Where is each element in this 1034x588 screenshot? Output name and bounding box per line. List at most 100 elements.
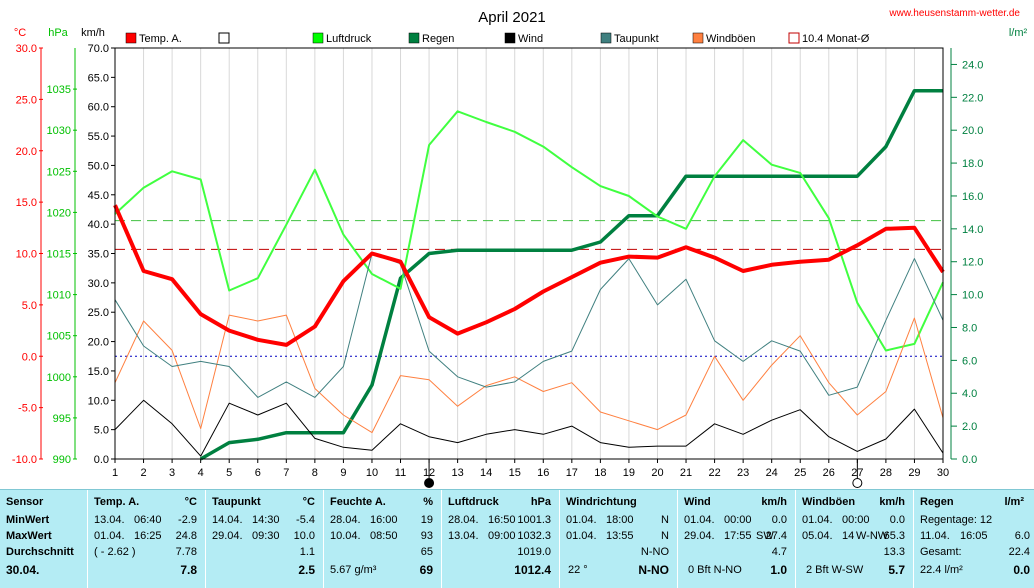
x-tick-label: 24: [766, 467, 778, 479]
legend-item-taupunkt: Taupunkt: [600, 32, 659, 45]
humidity-max-date: 10.04.: [330, 530, 361, 542]
series-line-regen: [199, 88, 943, 461]
pressure-axis-unit: hPa: [48, 27, 68, 39]
temp-tick-label: 30.0: [16, 43, 37, 55]
wind-current: 1.0: [770, 563, 787, 577]
legend-swatch: [600, 32, 612, 44]
rain-tick-label: 24.0: [962, 59, 983, 71]
wind-tick-label: 45.0: [88, 190, 109, 202]
rain-title: Regen: [920, 496, 954, 508]
wind-title: Wind: [684, 496, 711, 508]
gust-panel: Windböen km/h 01.04. 00:00 0.0 05.04. 14 W-NW…: [796, 490, 914, 588]
winddir-avg: N-NO: [640, 546, 669, 558]
legend-label: Regen: [422, 33, 454, 45]
wind-tick-label: 5.0: [94, 425, 109, 437]
rain-unit: l/m²: [1004, 496, 1024, 508]
temp-tick-label: -5.0: [18, 403, 37, 415]
x-tick-label: 11: [395, 467, 406, 479]
x-tick-label: 10: [366, 467, 378, 479]
rain-tick-label: 12.0: [962, 257, 983, 269]
rain-current: 0.0: [1013, 563, 1030, 577]
wind-note: 0 Bft N-NO: [688, 564, 742, 576]
legend-item-windb-en: Windböen: [692, 32, 756, 45]
rain-tick-label: 18.0: [962, 158, 983, 170]
rain-max-date: 11.04.: [920, 530, 950, 542]
gust-max-value: 65.3: [883, 530, 905, 542]
gust-min-time: 00:00: [842, 514, 870, 526]
wind-tick-label: 0.0: [94, 454, 109, 466]
series-line-temp-a: [113, 204, 945, 347]
full-moon-icon: [852, 478, 863, 488]
winddir-note: 22 °: [568, 564, 588, 576]
pressure-tick-label: 1020: [47, 207, 71, 219]
rain-tick-label: 8.0: [962, 322, 977, 334]
dew-current: 2.5: [298, 563, 315, 577]
series-line-windb-en: [114, 314, 944, 434]
wind-unit: km/h: [761, 496, 787, 508]
x-tick-label: 8: [312, 467, 318, 479]
wind-tick-label: 35.0: [88, 249, 109, 261]
series-line-taupunkt: [114, 253, 944, 398]
legend-swatch: [788, 32, 800, 44]
x-tick-label: 7: [283, 467, 289, 479]
legend-label: Wind: [518, 33, 543, 45]
wind-tick-label: 65.0: [88, 72, 109, 84]
website-label: www.heusenstamm-wetter.de: [888, 8, 1020, 19]
temp-min-time: 06:40: [134, 514, 162, 526]
legend-swatch: [692, 32, 704, 44]
series-line-wind: [114, 399, 944, 457]
pressure-unit: hPa: [530, 496, 551, 508]
wind-tick-label: 60.0: [88, 102, 109, 114]
current-date: 30.04.: [6, 563, 40, 577]
row-label-max: MaxWert: [6, 530, 52, 542]
legend-swatch: [218, 32, 230, 44]
pressure-tick-label: 1015: [47, 249, 71, 261]
temp-tick-label: 25.0: [16, 94, 37, 106]
reference-lines: [115, 220, 943, 357]
dew-max-date: 29.04.: [212, 530, 243, 542]
rain-tick-label: 20.0: [962, 125, 983, 137]
pressure-max-date: 13.04.: [448, 530, 479, 542]
chart-legend: Temp. A. Luftdruck Regen Wind Taupunkt Windbö…: [125, 32, 870, 45]
wind-tick-label: 15.0: [88, 366, 109, 378]
winddir-min-value: N: [661, 514, 669, 526]
temp-tick-label: 10.0: [16, 249, 37, 261]
pressure-tick-label: 990: [53, 454, 71, 466]
wind-tick-label: 10.0: [88, 395, 109, 407]
humidity-avg: 65: [420, 546, 433, 558]
pressure-current: 1012.4: [514, 563, 551, 577]
wind-min-value: 0.0: [771, 514, 787, 526]
rain-max-value: 6.0: [1014, 530, 1030, 542]
wind-min-date: 01.04.: [684, 514, 715, 526]
x-tick-label: 19: [623, 467, 635, 479]
x-tick-label: 25: [794, 467, 806, 479]
legend-item-regen: Regen: [408, 32, 454, 45]
winddir-current: N-NO: [638, 563, 669, 577]
x-tick-label: 30: [937, 467, 949, 479]
x-tick-label: 22: [708, 467, 720, 479]
rain-note: 22.4 l/m²: [920, 564, 963, 576]
legend-item-temp-a: Temp. A.: [125, 32, 182, 45]
pressure-panel: Luftdruck hPa 28.04. 16:50 1001.3 13.04. 09:…: [442, 490, 560, 588]
x-tick-label: 6: [255, 467, 261, 479]
wind-tick-label: 70.0: [88, 43, 109, 55]
gust-title: Windböen: [802, 496, 856, 508]
rain-panel: Regen l/m² Regentage: 12 11.04. 16:05 6.0 G…: [914, 490, 1034, 588]
rain-tick-label: 14.0: [962, 224, 983, 236]
wind-max-dir: SW: [756, 530, 774, 542]
legend-swatch: [312, 32, 324, 44]
row-label-avg: Durchschnitt: [6, 546, 74, 558]
pressure-title: Luftdruck: [448, 496, 499, 508]
statistics-table: Sensor MinWert MaxWert Durchschnitt 30.0…: [0, 489, 1034, 588]
dew-min-time: 14:30: [252, 514, 280, 526]
dew-title: Taupunkt: [212, 496, 261, 508]
winddir-min-date: 01.04.: [566, 514, 597, 526]
y-axis-ticks: 30.0 25.0 20.0 15.0 10.0 5.0 0.0 -5.0 -10.0 1035 1…: [12, 43, 984, 466]
temp-max-value: 24.8: [175, 530, 197, 542]
rain-total-label: Gesamt:: [920, 546, 962, 558]
pressure-tick-label: 1030: [47, 125, 71, 137]
wind-tick-label: 55.0: [88, 131, 109, 143]
humidity-current: 69: [419, 563, 433, 577]
pressure-tick-label: 1005: [47, 331, 71, 343]
x-tick-label: 18: [594, 467, 606, 479]
